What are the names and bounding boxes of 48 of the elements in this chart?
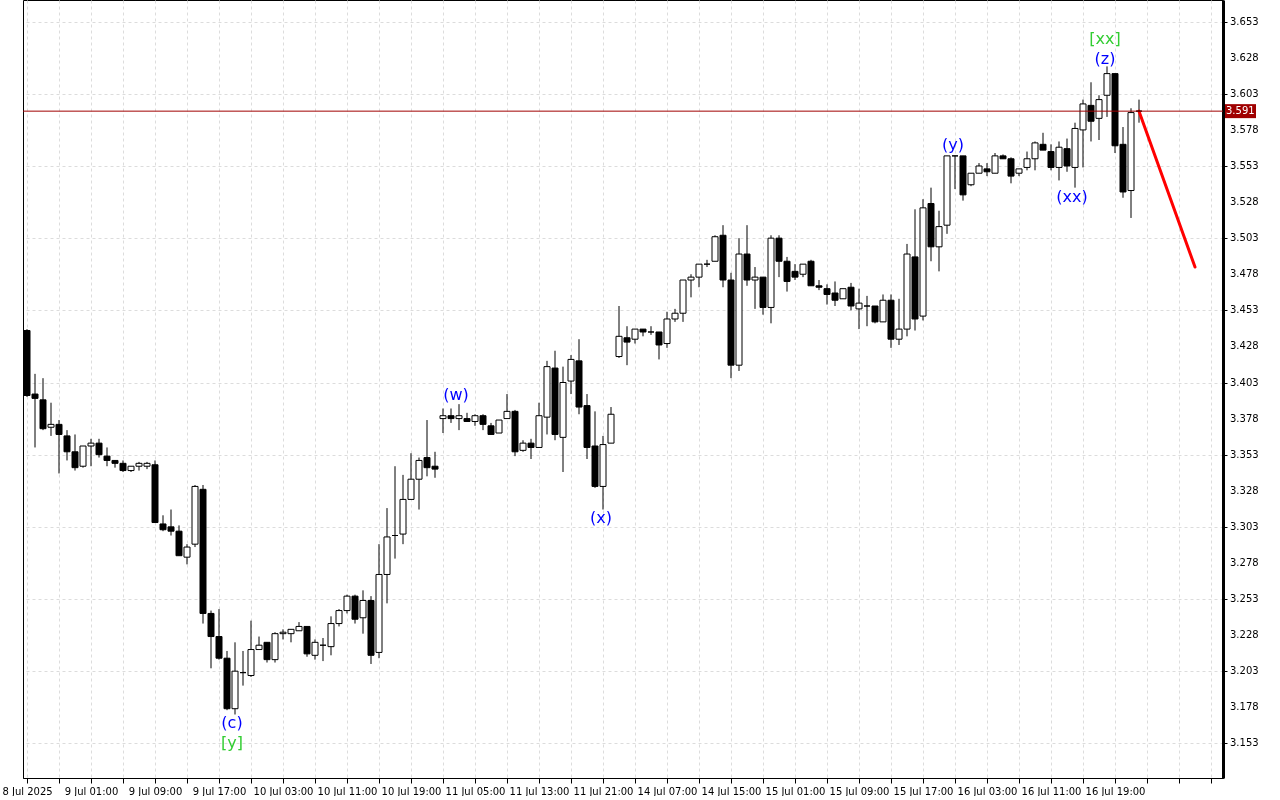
- annotation: (x): [590, 508, 612, 527]
- y-tick-label: 3.203: [1230, 665, 1259, 677]
- y-tick-label: 3.603: [1230, 87, 1259, 99]
- x-tick-label: 16 Jul 11:00: [1021, 785, 1082, 797]
- y-tick-label: 3.553: [1230, 159, 1259, 171]
- annotation: [xx]: [1089, 29, 1121, 48]
- y-tick-label: 3.628: [1230, 51, 1259, 63]
- x-tick-label: 9 Jul 09:00: [128, 785, 183, 797]
- x-tick-label: 10 Jul 19:00: [381, 785, 442, 797]
- annotation: (w): [443, 385, 469, 404]
- annotation: (y): [942, 135, 964, 154]
- y-tick-label: 3.253: [1230, 593, 1259, 605]
- x-tick-label: 14 Jul 15:00: [701, 785, 762, 797]
- x-tick-label: 14 Jul 07:00: [637, 785, 698, 797]
- y-tick-label: 3.653: [1230, 15, 1259, 27]
- annotation: [y]: [221, 733, 243, 752]
- x-tick-label: 9 Jul 17:00: [192, 785, 247, 797]
- y-tick-label: 3.478: [1230, 268, 1259, 280]
- y-tick-label: 3.503: [1230, 232, 1259, 244]
- y-tick-label: 3.578: [1230, 123, 1259, 135]
- y-tick-label: 3.378: [1230, 412, 1259, 424]
- x-tick-label: 8 Jul 2025: [2, 785, 53, 797]
- x-tick-label: 11 Jul 21:00: [573, 785, 634, 797]
- annotation: (c): [221, 713, 243, 732]
- x-tick-label: 15 Jul 17:00: [893, 785, 954, 797]
- y-tick-label: 3.428: [1230, 340, 1259, 352]
- y-tick-label: 3.228: [1230, 629, 1259, 641]
- annotation: (z): [1094, 49, 1116, 68]
- x-tick-label: 10 Jul 03:00: [253, 785, 314, 797]
- y-tick-label: 3.278: [1230, 556, 1259, 568]
- y-tick-label: 3.153: [1230, 737, 1259, 749]
- y-tick-label: 3.528: [1230, 196, 1259, 208]
- y-tick-label: 3.403: [1230, 376, 1259, 388]
- y-tick-label: 3.303: [1230, 520, 1259, 532]
- ref-line-label: 3.591: [1226, 105, 1255, 117]
- x-tick-label: 15 Jul 01:00: [765, 785, 826, 797]
- y-tick-label: 3.328: [1230, 484, 1259, 496]
- x-tick-label: 10 Jul 11:00: [317, 785, 378, 797]
- annotation: (xx): [1056, 187, 1088, 206]
- x-tick-label: 16 Jul 19:00: [1085, 785, 1146, 797]
- x-tick-label: 15 Jul 09:00: [829, 785, 890, 797]
- x-tick-label: 9 Jul 01:00: [64, 785, 119, 797]
- x-tick-label: 11 Jul 13:00: [509, 785, 570, 797]
- x-tick-label: 16 Jul 03:00: [957, 785, 1018, 797]
- y-tick-label: 3.178: [1230, 701, 1259, 713]
- x-tick-label: 11 Jul 05:00: [445, 785, 506, 797]
- y-tick-label: 3.453: [1230, 304, 1259, 316]
- y-tick-label: 3.353: [1230, 448, 1259, 460]
